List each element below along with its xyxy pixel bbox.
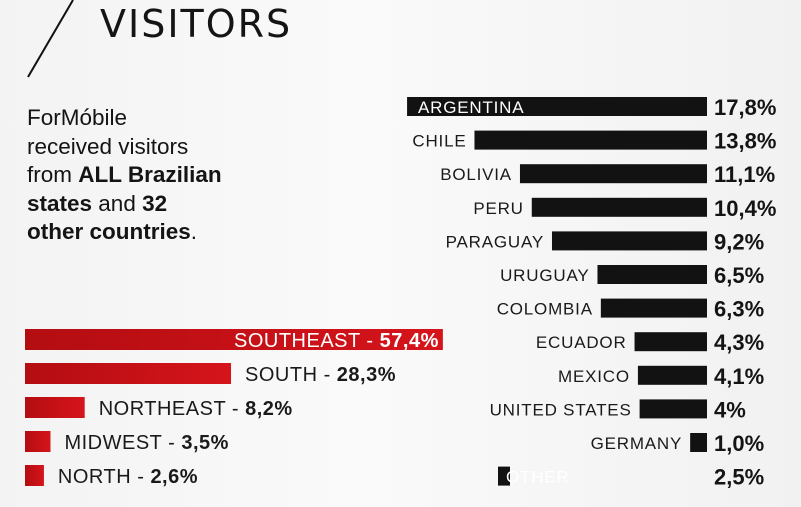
country-label: URUGUAY xyxy=(500,266,589,285)
country-value-label: 9,2% xyxy=(714,229,764,254)
region-bar xyxy=(25,329,443,350)
region-bar xyxy=(25,363,232,384)
country-bar xyxy=(498,466,510,486)
title-slash-decoration xyxy=(27,0,74,78)
page-title: VISITORS xyxy=(100,2,293,46)
intro-line: received visitors xyxy=(27,133,357,162)
country-value-label: 4,3% xyxy=(714,330,764,355)
intro-line: ForMóbile xyxy=(27,104,357,133)
country-label: CHILE xyxy=(412,132,466,151)
intro-line4-bold-b: 32 xyxy=(142,190,168,216)
country-bar xyxy=(474,130,707,150)
country-bar xyxy=(407,97,707,116)
country-label: ECUADOR xyxy=(536,333,627,352)
country-value-label: 6,5% xyxy=(714,263,764,288)
country-bar xyxy=(597,265,707,284)
region-bar-label: SOUTHEAST - 57,4% xyxy=(234,330,439,352)
intro-line: other countries. xyxy=(27,218,357,247)
intro-line: states and 32 xyxy=(27,190,357,219)
country-label: BOLIVIA xyxy=(440,165,512,184)
country-value-label: 10,4% xyxy=(714,196,776,221)
region-bar-label: NORTHEAST - 8,2% xyxy=(99,398,293,420)
country-bar xyxy=(690,433,707,452)
country-label: COLOMBIA xyxy=(497,300,593,319)
intro-line3-pre: from xyxy=(27,162,79,187)
region-bar-label: MIDWEST - 3,5% xyxy=(64,432,228,454)
country-value-label: 13,8% xyxy=(714,129,776,154)
intro-line3-bold: ALL Brazilian xyxy=(78,162,222,187)
intro-line4-mid: and xyxy=(92,190,143,216)
country-value-label: 1,0% xyxy=(714,431,764,456)
country-bar xyxy=(519,164,707,184)
country-value-label: 4,1% xyxy=(714,364,764,389)
country-label: PARAGUAY xyxy=(446,232,544,251)
region-bar xyxy=(25,431,51,452)
country-bar xyxy=(639,399,707,419)
country-bar xyxy=(637,365,707,385)
intro-line4-bold-a: states xyxy=(27,190,93,216)
country-label: UNITED STATES xyxy=(490,400,632,419)
region-bar-label: NORTH - 2,6% xyxy=(58,466,198,488)
country-label: GERMANY xyxy=(591,434,683,453)
intro-line5-post: . xyxy=(190,219,198,244)
country-value-label: 11,1% xyxy=(714,162,775,187)
country-bar xyxy=(634,332,707,352)
country-value-label: 4% xyxy=(714,397,746,422)
country-bar xyxy=(600,298,707,318)
country-bar xyxy=(531,197,707,217)
country-label: ARGENTINA xyxy=(418,98,524,117)
intro-text: ForMóbile received visitors from ALL Bra… xyxy=(27,104,357,247)
intro-line2: received visitors xyxy=(27,133,189,159)
country-label: PERU xyxy=(473,199,523,218)
country-value-label: 6,3% xyxy=(714,297,764,322)
intro-line1: ForMóbile xyxy=(27,105,128,130)
country-value-label: 17,8% xyxy=(714,95,776,120)
region-bar xyxy=(25,465,44,486)
country-value-label: 2,5% xyxy=(714,465,764,490)
country-bar xyxy=(551,231,707,251)
intro-line5-bold: other countries xyxy=(27,219,191,244)
intro-line: from ALL Brazilian xyxy=(27,161,357,190)
region-bar-label: SOUTH - 28,3% xyxy=(245,364,396,386)
region-bar xyxy=(25,397,85,418)
country-label: OTHER xyxy=(506,468,570,487)
country-label: MEXICO xyxy=(558,367,630,386)
